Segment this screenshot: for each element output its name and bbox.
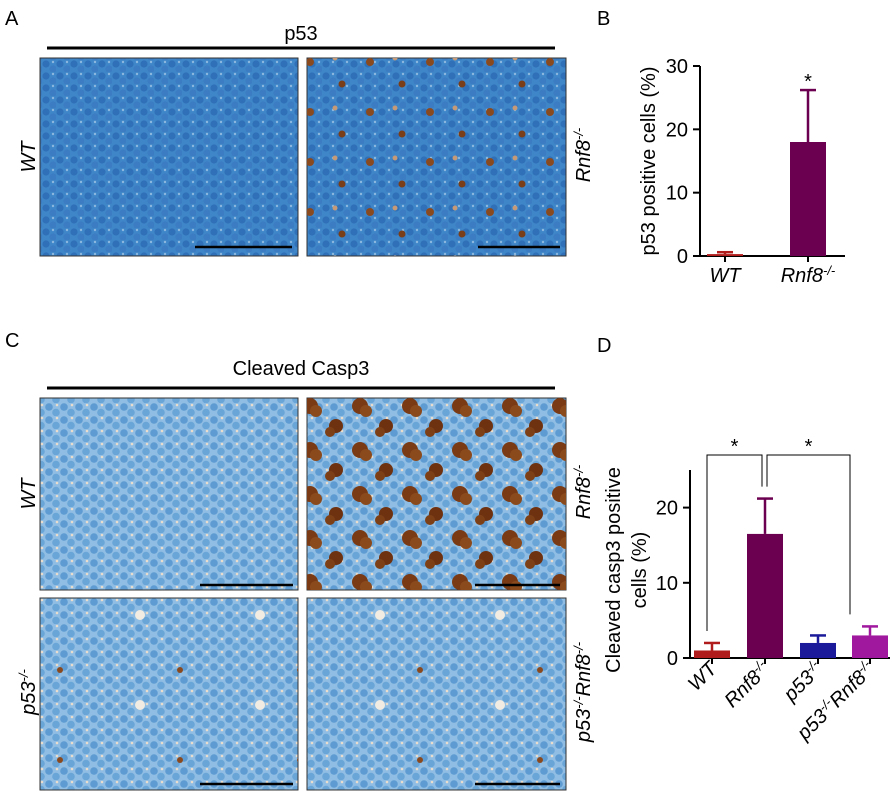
- bar: [694, 650, 730, 658]
- label-part: WT: [18, 140, 40, 173]
- x-tick-label: Rnf8-/-: [781, 263, 836, 288]
- bar: [747, 533, 783, 658]
- label-part: WT: [709, 265, 742, 287]
- panel-title: p53: [284, 23, 317, 45]
- label-part: WT: [18, 477, 40, 510]
- label-part: Rnf8: [573, 477, 595, 519]
- y-tick-label: 0: [677, 246, 688, 268]
- bar: [707, 254, 743, 256]
- superscript: -/-: [571, 696, 586, 709]
- row-label: Rnf8-/-: [571, 127, 596, 182]
- row-label: WT: [18, 477, 40, 510]
- superscript: -/-: [571, 464, 586, 477]
- label-part: Rnf8: [573, 140, 595, 182]
- scale-bars: [195, 245, 560, 786]
- panel-letter: C: [5, 330, 19, 352]
- panel-letter: A: [5, 8, 19, 30]
- panel-title: Cleaved Casp3: [233, 358, 370, 380]
- x-tick-label: WT: [684, 657, 723, 696]
- row-label: p53-/-: [16, 669, 41, 716]
- y-tick-label: 30: [666, 56, 688, 78]
- panel-letter: D: [597, 335, 611, 357]
- bar: [800, 642, 836, 658]
- significance: *: [731, 436, 739, 458]
- row-label: p53-/-Rnf8-/-: [571, 641, 596, 743]
- superscript: -/-: [571, 127, 586, 140]
- superscript: -/-: [571, 641, 586, 654]
- y-tick-label: 0: [667, 648, 678, 670]
- x-tick-label: WT: [709, 265, 742, 287]
- bar: [790, 142, 826, 256]
- y-tick-label: 10: [656, 573, 678, 595]
- y-axis-label: Cleaved casp3 positive: [603, 467, 625, 673]
- micrograph-stain: [307, 398, 566, 590]
- micrograph-stain: [307, 58, 566, 256]
- label-part: Rnf8: [781, 265, 823, 287]
- y-tick-label: 20: [666, 119, 688, 141]
- bracket: [766, 454, 851, 615]
- micrograph-stain: [40, 598, 298, 790]
- row-label: WT: [18, 140, 40, 173]
- x-tick-label: Rnf8-/-: [719, 656, 775, 712]
- micrographs: [39, 46, 567, 791]
- panel-letter: B: [597, 8, 610, 30]
- y-axis-label: p53 positive cells (%): [638, 67, 660, 256]
- y-tick-label: 10: [666, 183, 688, 205]
- superscript: -/-: [823, 263, 836, 278]
- label-part: p53: [573, 709, 595, 743]
- superscript: -/-: [16, 669, 31, 682]
- bracket: [706, 454, 763, 631]
- micrograph: [39, 57, 299, 257]
- label-part: Rnf8: [573, 654, 595, 696]
- micrograph: [39, 397, 299, 591]
- significance: *: [805, 436, 813, 458]
- significance: *: [804, 71, 812, 93]
- row-label: Rnf8-/-: [571, 464, 596, 519]
- label-part: p53: [18, 681, 40, 715]
- bar: [852, 635, 888, 658]
- y-axis-label: cells (%): [629, 532, 651, 609]
- micrograph-stain: [307, 598, 566, 790]
- y-tick-label: 20: [656, 498, 678, 520]
- label-part: WT: [684, 657, 723, 696]
